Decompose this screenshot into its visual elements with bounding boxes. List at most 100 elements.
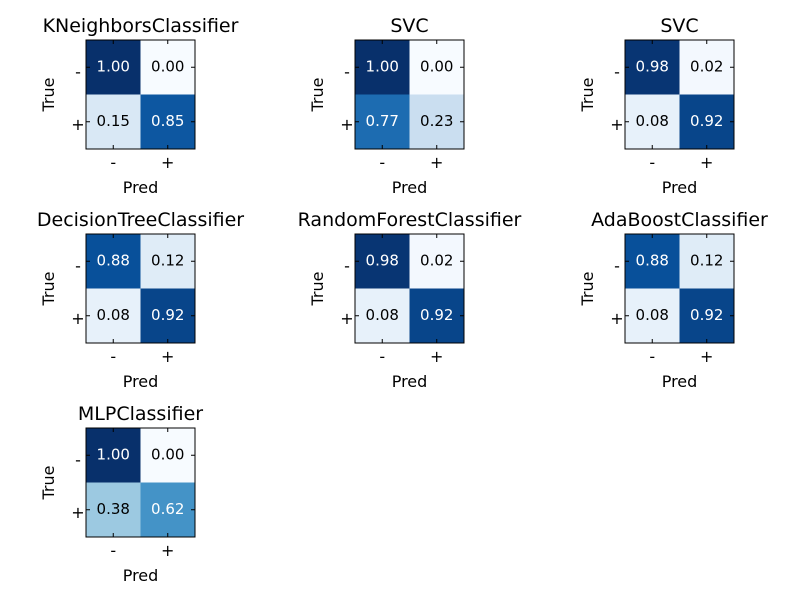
heatmap-cell	[140, 234, 195, 289]
y-tick-label: +	[71, 115, 84, 134]
plot-frame	[624, 39, 735, 150]
heatmap-cell	[679, 94, 734, 149]
plot-frame	[85, 39, 196, 150]
x-tick-label: -	[649, 153, 655, 172]
y-tick-label: +	[610, 309, 623, 328]
y-tick-label: -	[614, 62, 620, 81]
x-tick-label: -	[110, 153, 116, 172]
cell-value-label: 0.00	[151, 445, 184, 463]
x-axis-label: Pred	[392, 178, 428, 197]
cell-value-label: 0.85	[151, 112, 184, 130]
cell-value-label: 0.02	[690, 57, 723, 75]
plot-frame	[354, 39, 465, 150]
heatmap-cell	[409, 288, 464, 343]
y-tick-label: -	[614, 256, 620, 275]
cell-value-label: 0.92	[690, 306, 723, 324]
y-axis-label: True	[578, 272, 597, 307]
x-tick-label: -	[110, 347, 116, 366]
cell-value-label: 0.23	[420, 112, 453, 130]
chart-title: RandomForestClassifier	[298, 209, 522, 231]
x-tick-label: +	[700, 153, 713, 172]
chart-title: MLPClassifier	[78, 403, 203, 425]
chart-title: SVC	[660, 15, 698, 37]
cell-value-label: 0.12	[690, 251, 723, 269]
y-tick-label: +	[340, 115, 353, 134]
heatmap-cell	[409, 94, 464, 149]
heatmap-cell	[679, 40, 734, 95]
y-tick-label: +	[340, 309, 353, 328]
heatmap-cell	[355, 40, 410, 95]
y-tick-label: +	[610, 115, 623, 134]
heatmap-cell	[625, 288, 680, 343]
heatmap-cell	[86, 482, 141, 537]
cell-value-label: 0.08	[636, 306, 669, 324]
cell-value-label: 0.12	[151, 251, 184, 269]
chart-title: AdaBoostClassifier	[591, 209, 768, 231]
x-axis-label: Pred	[123, 372, 159, 391]
x-tick-label: +	[430, 153, 443, 172]
cell-value-label: 0.92	[420, 306, 453, 324]
plot-frame	[85, 427, 196, 538]
cell-value-label: 0.00	[151, 57, 184, 75]
heatmap-cell	[409, 234, 464, 289]
heatmap-cell	[625, 40, 680, 95]
x-axis-label: Pred	[392, 372, 428, 391]
confusion-matrix-panel: 0.88 0.12 0.08 0.92 - + - + DecisionTreeClassifi…	[37, 209, 244, 391]
y-tick-label: +	[71, 503, 84, 522]
x-tick-label: +	[700, 347, 713, 366]
plot-frame	[624, 233, 735, 344]
heatmap-cell	[355, 94, 410, 149]
confusion-matrix-panel: 1.00 0.00 0.38 0.62 - + - + MLPClassifier Pred Tru…	[39, 403, 203, 585]
x-tick-label: +	[161, 153, 174, 172]
y-tick-label: -	[75, 62, 81, 81]
confusion-matrix-panel: 0.88 0.12 0.08 0.92 - + - + AdaBoostClassifier Pr…	[578, 209, 768, 391]
confusion-matrix-panel: 1.00 0.00 0.77 0.23 - + - + SVC Pred True	[308, 15, 465, 197]
cell-value-label: 0.92	[151, 306, 184, 324]
y-axis-label: True	[39, 78, 58, 113]
x-tick-label: -	[649, 347, 655, 366]
x-axis-label: Pred	[662, 178, 698, 197]
cell-value-label: 1.00	[97, 57, 130, 75]
plot-frame	[85, 233, 196, 344]
x-tick-label: +	[430, 347, 443, 366]
y-axis-label: True	[39, 466, 58, 501]
heatmap-cell	[86, 288, 141, 343]
cell-value-label: 0.02	[420, 251, 453, 269]
x-tick-label: -	[110, 541, 116, 560]
cell-value-label: 0.98	[366, 251, 399, 269]
x-tick-label: +	[161, 347, 174, 366]
cell-value-label: 0.88	[636, 251, 669, 269]
heatmap-cell	[140, 40, 195, 95]
cell-value-label: 0.98	[636, 57, 669, 75]
heatmap-cell	[86, 94, 141, 149]
confusion-matrix-panel: 1.00 0.00 0.15 0.85 - + - + KNeighborsClassifier…	[39, 15, 239, 197]
chart-title: KNeighborsClassifier	[43, 15, 239, 37]
cell-value-label: 0.08	[636, 112, 669, 130]
y-tick-label: -	[75, 256, 81, 275]
heatmap-cell	[140, 94, 195, 149]
heatmap-cell	[625, 234, 680, 289]
plot-frame	[354, 233, 465, 344]
cell-value-label: 1.00	[97, 445, 130, 463]
heatmap-cell	[140, 482, 195, 537]
cell-value-label: 0.88	[97, 251, 130, 269]
cell-value-label: 0.08	[366, 306, 399, 324]
heatmap-cell	[355, 234, 410, 289]
y-tick-label: -	[344, 62, 350, 81]
x-axis-label: Pred	[662, 372, 698, 391]
y-tick-label: -	[75, 450, 81, 469]
heatmap-cell	[140, 288, 195, 343]
heatmap-cell	[679, 288, 734, 343]
y-tick-label: -	[344, 256, 350, 275]
confusion-matrix-panel: 0.98 0.02 0.08 0.92 - + - + SVC Pred True	[578, 15, 735, 197]
cell-value-label: 0.00	[420, 57, 453, 75]
heatmap-cell	[679, 234, 734, 289]
x-tick-label: -	[379, 347, 385, 366]
y-axis-label: True	[308, 272, 327, 307]
chart-title: SVC	[390, 15, 428, 37]
x-axis-label: Pred	[123, 178, 159, 197]
cell-value-label: 0.08	[97, 306, 130, 324]
heatmap-cell	[86, 40, 141, 95]
chart-title: DecisionTreeClassifier	[37, 209, 244, 231]
cell-value-label: 0.38	[97, 500, 130, 518]
